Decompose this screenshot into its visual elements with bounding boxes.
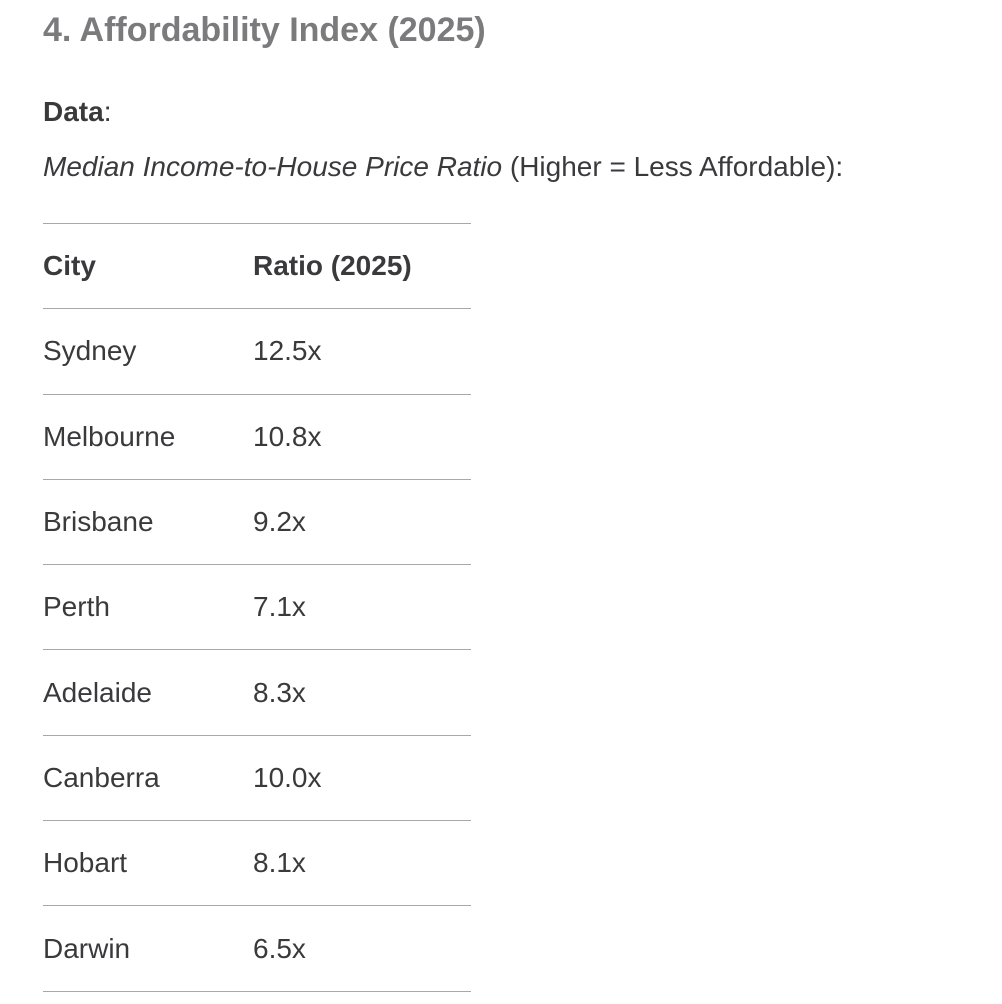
- ratio-cell: 10.8x: [253, 393, 471, 480]
- header-city: City: [43, 222, 253, 309]
- table-header-row: City Ratio (2025): [43, 222, 471, 309]
- table-row: Canberra 10.0x: [43, 734, 471, 821]
- city-cell: Brisbane: [43, 478, 253, 565]
- city-cell: Perth: [43, 564, 253, 650]
- city-cell: Melbourne: [43, 393, 253, 480]
- ratio-cell: 12.5x: [253, 308, 471, 395]
- data-label-line: Data:: [43, 92, 111, 132]
- ratio-cell: 6.5x: [253, 905, 471, 992]
- table-row: Sydney 12.5x: [43, 308, 471, 395]
- affordability-table: City Ratio (2025) Sydney 12.5x Melbourne…: [43, 222, 471, 992]
- section-title: 4. Affordability Index (2025): [43, 11, 486, 49]
- table-row: Perth 7.1x: [43, 564, 471, 650]
- city-cell: Hobart: [43, 820, 253, 906]
- data-label: Data: [43, 96, 104, 127]
- table-row: Hobart 8.1x: [43, 820, 471, 906]
- ratio-cell: 8.1x: [253, 820, 471, 906]
- city-cell: Darwin: [43, 905, 253, 992]
- description-note: (Higher = Less Affordable):: [502, 151, 844, 182]
- table-row: Melbourne 10.8x: [43, 393, 471, 480]
- table-row: Adelaide 8.3x: [43, 649, 471, 736]
- table-row: Darwin 6.5x: [43, 905, 471, 992]
- table-row: Brisbane 9.2x: [43, 478, 471, 565]
- ratio-cell: 9.2x: [253, 478, 471, 565]
- data-label-colon: :: [103, 96, 112, 127]
- description-metric: Median Income-to-House Price Ratio: [43, 151, 503, 182]
- table-description: Median Income-to-House Price Ratio (High…: [43, 147, 843, 187]
- city-cell: Adelaide: [43, 649, 253, 736]
- header-ratio: Ratio (2025): [253, 222, 471, 309]
- ratio-cell: 10.0x: [253, 734, 471, 821]
- ratio-cell: 8.3x: [253, 649, 471, 736]
- ratio-cell: 7.1x: [253, 564, 471, 650]
- city-cell: Sydney: [43, 308, 253, 395]
- city-cell: Canberra: [43, 734, 253, 821]
